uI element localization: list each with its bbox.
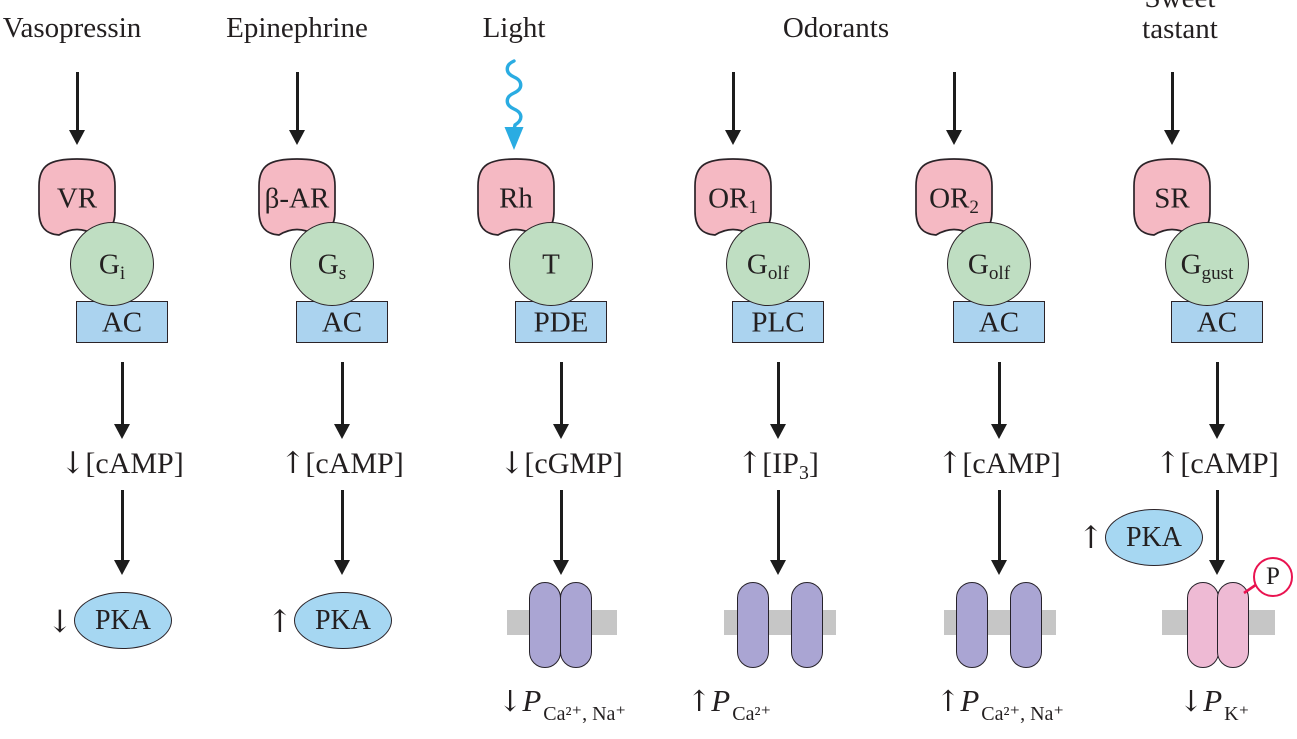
g-protein-circle	[726, 222, 810, 306]
ion-channel-subunit	[560, 582, 592, 668]
effector-box	[296, 301, 388, 343]
down-arrow	[559, 490, 563, 560]
effector-label: AC	[978, 306, 1020, 339]
ion-channel-subunit	[529, 582, 561, 668]
receptor-label: OR1	[708, 182, 758, 219]
permeability-label: ↑P Ca²⁺	[686, 683, 772, 725]
down-arrow	[1215, 490, 1219, 560]
down-arrow	[120, 490, 124, 560]
messenger-label: ↑[cAMP]	[937, 446, 1061, 481]
down-arrow	[340, 362, 344, 424]
permeability-label: ↓P Ca²⁺, Na⁺	[498, 683, 626, 725]
phosphate-badge: P	[1253, 557, 1293, 597]
stimulus-label-sweet-tastant: Sweet tastant	[1142, 0, 1218, 45]
ion-channel-subunit	[956, 582, 988, 668]
permeability-label: ↓P K⁺	[1178, 683, 1250, 725]
g-protein-label: T	[542, 248, 560, 281]
receptor-label: β-AR	[264, 182, 330, 215]
messenger-label: ↑[cAMP]	[1155, 446, 1279, 481]
pka-change-arrow: ↓	[47, 604, 73, 640]
receptor-label: VR	[56, 182, 98, 215]
pka-ellipse: PKA	[294, 592, 392, 649]
g-protein-circle	[70, 222, 154, 306]
pka-change-arrow: ↑	[1078, 520, 1104, 556]
g-protein-label: Golf	[746, 248, 790, 285]
down-arrow	[295, 72, 299, 130]
light-wavy-arrow-icon	[504, 59, 524, 150]
down-arrow	[731, 72, 735, 130]
g-protein-label: Gi	[98, 248, 126, 285]
effector-label: AC	[1196, 306, 1238, 339]
g-protein-label: Gs	[317, 248, 347, 285]
down-arrow	[997, 362, 1001, 424]
pka-ellipse: PKA	[74, 592, 172, 649]
effector-box	[1171, 301, 1263, 343]
g-protein-label: Ggust	[1180, 248, 1234, 285]
down-arrow	[120, 362, 124, 424]
down-arrow	[75, 72, 79, 130]
effector-label: PLC	[751, 306, 805, 339]
effector-box	[515, 301, 607, 343]
ion-channel-subunit	[1217, 582, 1249, 668]
down-arrow	[776, 362, 780, 424]
g-protein-circle	[509, 222, 593, 306]
stimulus-label-odorants: Odorants	[782, 12, 890, 44]
pka-change-arrow: ↑	[267, 604, 293, 640]
receptor-label: OR2	[929, 182, 979, 219]
ion-channel-subunit	[791, 582, 823, 668]
ion-channel-subunit	[737, 582, 769, 668]
stimulus-label-light: Light	[482, 12, 546, 44]
down-arrow	[997, 490, 1001, 560]
ion-channel-subunit	[1187, 582, 1219, 668]
effector-box	[76, 301, 168, 343]
messenger-label: ↑[IP3]	[737, 446, 819, 484]
stimulus-label-vasopressin: Vasopressin	[2, 12, 142, 44]
g-protein-circle	[1165, 222, 1249, 306]
effector-label: PDE	[533, 306, 589, 339]
effector-label: AC	[101, 306, 143, 339]
receptor-label: SR	[1154, 182, 1190, 215]
messenger-label: ↑[cAMP]	[280, 446, 404, 481]
down-arrow	[776, 490, 780, 560]
down-arrow	[952, 72, 956, 130]
messenger-label: ↓[cGMP]	[499, 446, 623, 481]
messenger-label: ↓[cAMP]	[60, 446, 184, 481]
permeability-label: ↑P Ca²⁺, Na⁺	[936, 683, 1064, 725]
ion-channel-subunit	[1010, 582, 1042, 668]
g-protein-circle	[947, 222, 1031, 306]
down-arrow	[1215, 362, 1219, 424]
g-protein-circle	[290, 222, 374, 306]
down-arrow	[559, 362, 563, 424]
receptor-label: Rh	[499, 182, 533, 215]
stimulus-label-epinephrine: Epinephrine	[226, 12, 368, 44]
down-arrow	[1170, 72, 1174, 130]
pka-ellipse: PKA	[1105, 509, 1203, 566]
effector-label: AC	[321, 306, 363, 339]
g-protein-label: Golf	[967, 248, 1011, 285]
down-arrow	[340, 490, 344, 560]
